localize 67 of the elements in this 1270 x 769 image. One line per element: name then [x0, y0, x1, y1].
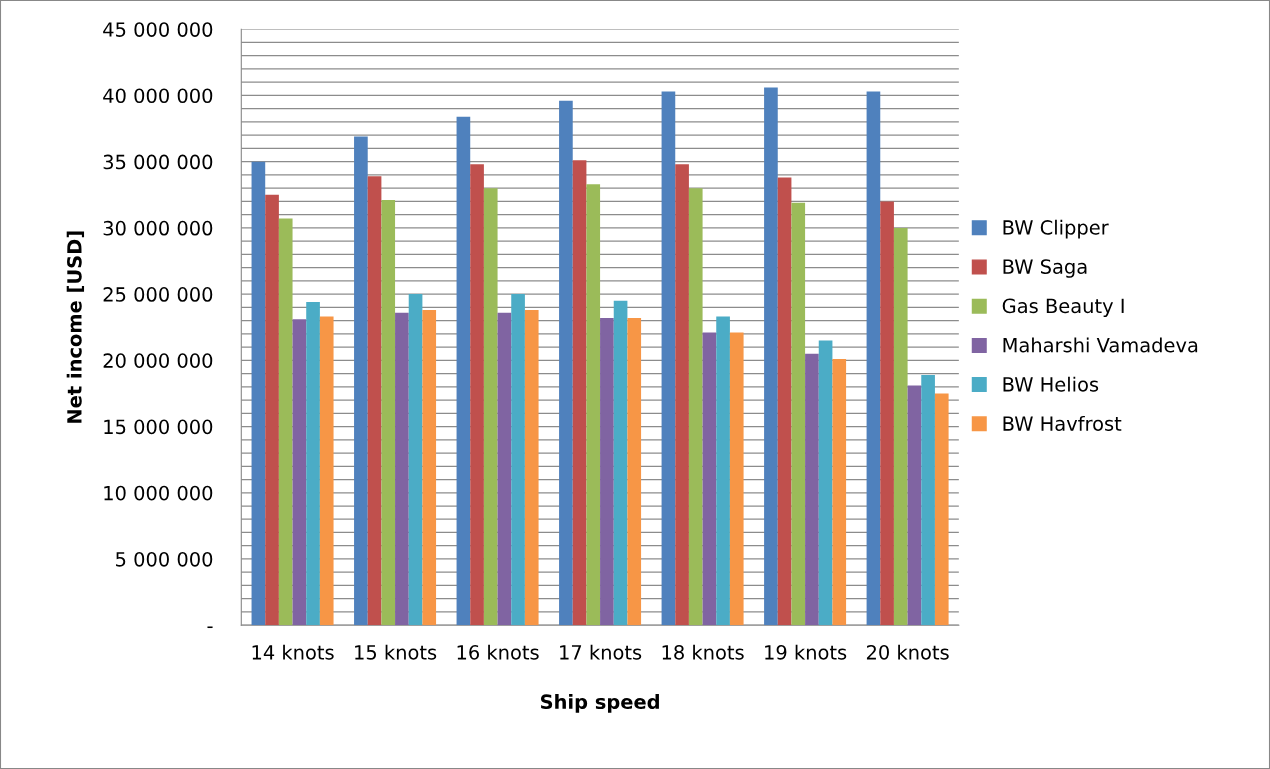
bar	[934, 393, 949, 626]
y-tick-label: 5 000 000	[116, 551, 213, 567]
x-tick-label: 15 knots	[355, 644, 437, 660]
bar	[265, 194, 279, 626]
bar	[729, 332, 744, 626]
bar	[408, 294, 423, 626]
y-tick-label: 30 000 000	[103, 220, 213, 236]
bar	[559, 100, 573, 626]
bar	[818, 340, 833, 626]
y-tick-label: 35 000 000	[103, 154, 213, 170]
bar	[483, 188, 498, 626]
bar	[497, 312, 512, 626]
bar	[381, 200, 396, 626]
bar	[600, 317, 614, 626]
y-axis-title: Net income [USD]	[66, 231, 85, 423]
x-tick-label: 14 knots	[252, 644, 334, 660]
bar	[791, 202, 806, 626]
bar	[511, 294, 525, 626]
legend-label: BW Havfrost	[1003, 415, 1122, 431]
bar	[586, 184, 601, 626]
bar	[764, 87, 778, 626]
legend-label: Maharshi Vamadeva	[1003, 337, 1198, 353]
y-tick-label: 15 000 000	[104, 419, 213, 435]
y-tick-label: 45 000 000	[103, 22, 213, 37]
y-tick-label: 40 000 000	[103, 88, 213, 104]
bar	[395, 312, 409, 626]
bar	[716, 316, 730, 626]
legend-label: BW Saga	[1003, 259, 1087, 278]
x-axis-title: Ship speed	[540, 694, 659, 713]
bar	[832, 358, 847, 626]
x-tick-label: 16 knots	[457, 644, 539, 660]
bar	[319, 316, 334, 626]
bar	[893, 227, 908, 626]
bar	[278, 218, 293, 626]
bar	[456, 116, 471, 626]
y-tick-label: -	[207, 626, 213, 629]
bar	[921, 374, 935, 626]
legend-label: Gas Beauty I	[1002, 298, 1124, 317]
bar	[613, 300, 628, 626]
bar	[777, 177, 792, 626]
bar	[675, 164, 689, 626]
y-tick-label: 20 000 000	[103, 353, 213, 368]
bar	[306, 302, 320, 626]
x-tick-label: 20 knots	[866, 644, 949, 660]
bar	[572, 160, 587, 626]
bar	[688, 188, 703, 626]
bar	[805, 353, 819, 626]
x-tick-label: 17 knots	[560, 644, 642, 660]
bar	[627, 317, 642, 626]
x-tick-label: 18 knots	[662, 644, 744, 660]
bar	[470, 164, 484, 626]
legend-label: BW Clipper	[1003, 219, 1109, 239]
bar	[907, 385, 922, 626]
bar	[702, 332, 717, 626]
bar	[661, 91, 676, 626]
y-tick-label: 25 000 000	[103, 287, 213, 302]
y-tick-label: 10 000 000	[104, 485, 213, 501]
bar	[524, 309, 539, 626]
bar	[880, 201, 894, 626]
x-tick-label: 19 knots	[765, 644, 847, 660]
legend-label: BW Helios	[1003, 376, 1099, 392]
bar	[367, 176, 382, 626]
bar	[422, 309, 437, 626]
bar	[251, 161, 266, 626]
bar	[354, 136, 368, 626]
bar	[866, 91, 881, 626]
bar	[292, 319, 307, 626]
